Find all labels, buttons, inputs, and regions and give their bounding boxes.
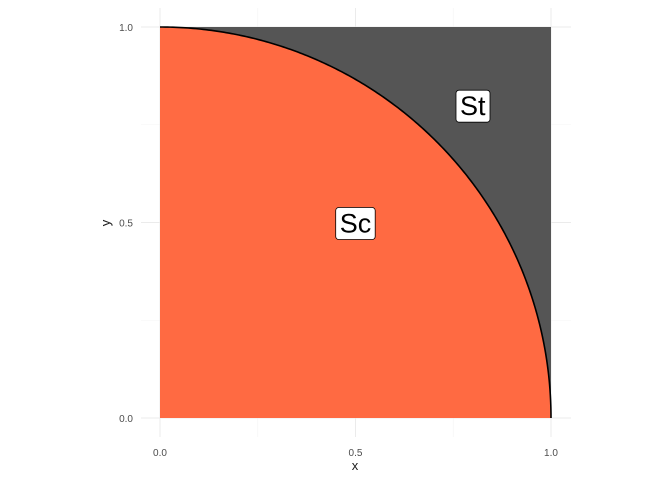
tick-layer: 0.0 0.5 1.0 0.0 0.5 1.0 (119, 23, 558, 459)
y-axis-title: y (98, 219, 113, 226)
annotation-label: Sc (340, 209, 372, 239)
boundary-curve (159, 26, 552, 419)
x-tick-label: 0.5 (349, 448, 363, 459)
x-tick-label: 0.0 (153, 448, 167, 459)
annotation-label: St (460, 91, 486, 121)
annotation-st: St (455, 89, 491, 123)
x-tick-label: 1.0 (544, 448, 558, 459)
annotation-box (455, 89, 491, 123)
y-tick-label: 0.5 (119, 219, 133, 230)
x-axis-title: x (352, 458, 359, 473)
annotation-layer: Sc St (335, 89, 491, 240)
annotation-box (335, 207, 376, 240)
y-tick-label: 1.0 (119, 23, 133, 34)
y-tick-label: 0.0 (119, 414, 133, 425)
annotation-sc: Sc (335, 207, 376, 240)
